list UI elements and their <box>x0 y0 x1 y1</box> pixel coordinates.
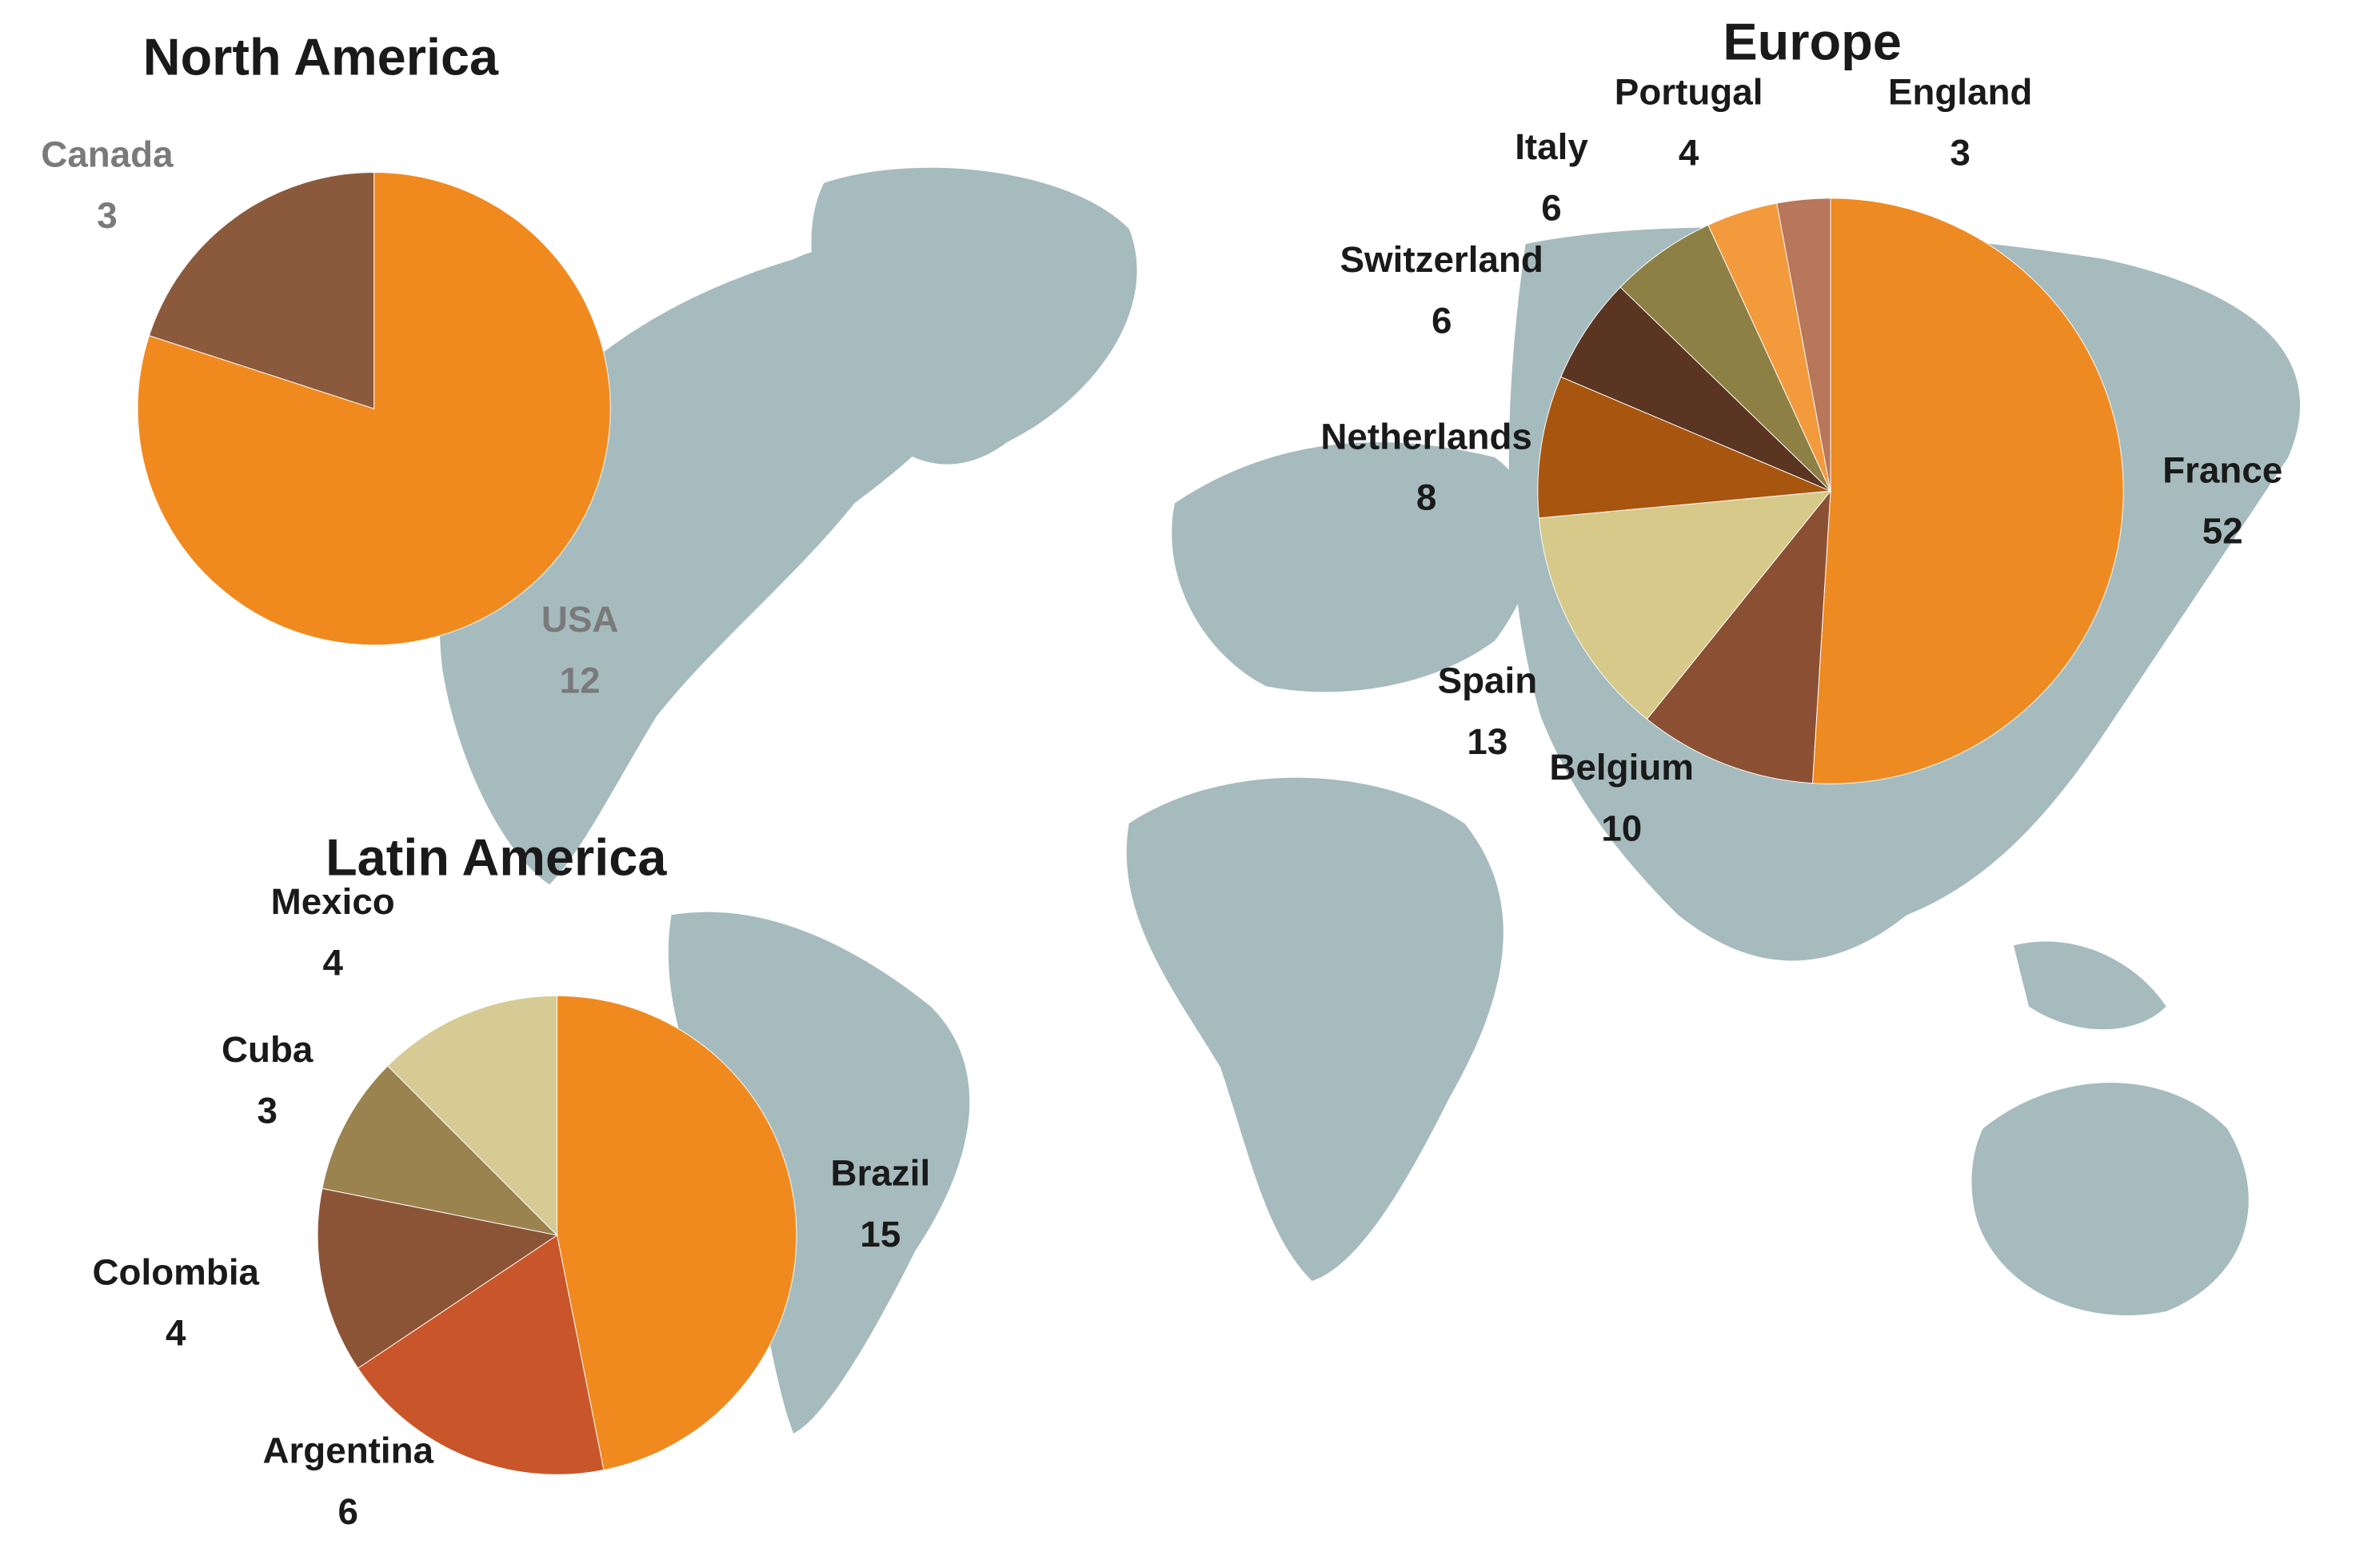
pie-slice <box>321 1065 558 1236</box>
slice-label: France <box>2162 449 2282 490</box>
pie-slice <box>387 995 558 1236</box>
slice-label: Belgium <box>1549 747 1694 788</box>
chart-title: Europe <box>1723 12 1901 70</box>
pie-slice <box>1560 286 1831 492</box>
pie-slice <box>1537 376 1831 519</box>
slice-label: Switzerland <box>1340 239 1543 280</box>
pie-slice <box>1538 490 1832 720</box>
slice-label: Colombia <box>93 1251 260 1292</box>
value-label: 52 <box>2202 511 2243 552</box>
value-label: 12 <box>560 660 601 700</box>
slice-label: Italy <box>1515 126 1588 167</box>
value-label: 15 <box>860 1214 900 1255</box>
chart-title: Latin America <box>325 828 667 887</box>
slice-label: Portugal <box>1615 71 1763 112</box>
chart-title: North America <box>143 27 499 86</box>
pie-slice <box>1811 197 2124 784</box>
slice-label: England <box>1888 71 2033 112</box>
value-label: 4 <box>1679 133 1699 174</box>
slice-label: Argentina <box>262 1430 433 1471</box>
value-label: 3 <box>1950 133 1970 174</box>
value-label: 10 <box>1601 808 1642 848</box>
pie-slice <box>1776 197 1831 492</box>
value-label: 4 <box>166 1313 186 1354</box>
value-label: 6 <box>1432 300 1452 341</box>
pie-slice <box>1619 224 1831 492</box>
value-label: 3 <box>257 1090 277 1131</box>
pie-slice <box>557 995 797 1471</box>
slice-label: Brazil <box>831 1152 931 1193</box>
pie-slice <box>317 1187 558 1369</box>
slice-label: Cuba <box>222 1029 313 1070</box>
slice-label: Netherlands <box>1320 416 1532 457</box>
pie-charts: North America USA 12 Canada 3 Europe France 52 B… <box>41 12 2282 1532</box>
value-label: 6 <box>338 1491 358 1532</box>
slice-label: Canada <box>41 134 174 175</box>
slice-label: Mexico <box>271 881 395 922</box>
value-label: 6 <box>1541 187 1561 228</box>
pie-slice <box>357 1234 605 1475</box>
slice-label: Spain <box>1438 660 1538 700</box>
value-label: 4 <box>322 942 343 983</box>
value-label: 3 <box>97 195 117 236</box>
pie-slice <box>1646 489 1831 784</box>
value-label: 8 <box>1416 477 1436 518</box>
slice-label: USA <box>541 599 619 640</box>
pie-slice <box>148 172 375 409</box>
value-label: 13 <box>1467 721 1507 762</box>
